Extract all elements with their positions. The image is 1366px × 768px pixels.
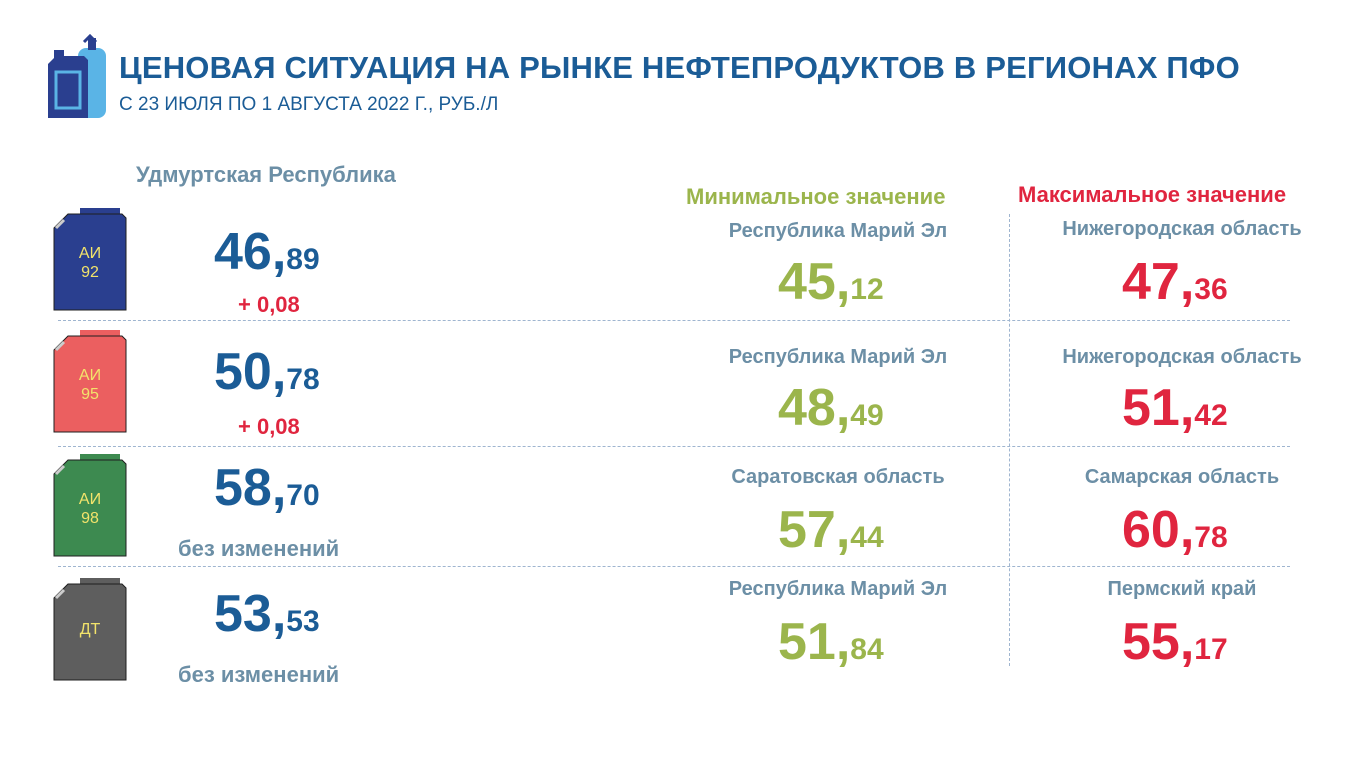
fuel-canister-icon <box>53 454 127 557</box>
price-decimal: 78 <box>286 363 320 396</box>
fuel-canister-and-gas-cylinder-icon <box>48 34 106 118</box>
max-region-name: Пермский край <box>1107 578 1257 600</box>
min-price-integer: 57 <box>778 501 836 559</box>
price-integer: 58 <box>214 459 272 517</box>
region-price: 58,70 <box>214 462 320 514</box>
region-label: Удмуртская Республика <box>136 162 396 187</box>
min-price: 51,84 <box>778 616 884 668</box>
fuel-type-line1: ДТ <box>79 621 101 638</box>
max-price-decimal: 42 <box>1194 399 1228 432</box>
max-price: 55,17 <box>1122 616 1228 668</box>
max-price: 47,36 <box>1122 256 1228 308</box>
price-change: без изменений <box>178 662 340 687</box>
min-price-separator: , <box>835 501 851 559</box>
min-price-decimal: 12 <box>850 273 884 306</box>
fuel-type-label: АИ 92 <box>54 244 126 282</box>
fuel-type-label: АИ 98 <box>54 490 126 528</box>
price-separator: , <box>271 343 287 401</box>
price-integer: 50 <box>214 343 272 401</box>
min-region-name: Республика Марий Эл <box>728 220 948 242</box>
price-integer: 46 <box>214 223 272 281</box>
fuel-canister-icon <box>53 578 127 681</box>
price-decimal: 53 <box>286 605 320 638</box>
price-decimal: 89 <box>286 243 320 276</box>
max-price-separator: , <box>1179 379 1195 437</box>
min-price-decimal: 49 <box>850 399 884 432</box>
fuel-type-label: ДТ <box>54 620 126 639</box>
fuel-canister-icon <box>53 208 127 311</box>
fuel-type-label: АИ 95 <box>54 366 126 404</box>
min-price-integer: 45 <box>778 253 836 311</box>
min-region-name: Республика Марий Эл <box>728 346 948 368</box>
page-subtitle: С 23 ИЮЛЯ ПО 1 АВГУСТА 2022 Г., РУБ./Л <box>119 94 499 115</box>
fuel-type-line1: АИ <box>78 367 102 384</box>
fuel-type-line1: АИ <box>78 245 102 262</box>
max-price: 51,42 <box>1122 382 1228 434</box>
price-integer: 53 <box>214 585 272 643</box>
min-value-header: Минимальное значение <box>686 184 946 209</box>
region-price: 53,53 <box>214 588 320 640</box>
min-price-decimal: 84 <box>850 633 884 666</box>
row-divider <box>58 320 1290 321</box>
max-value-header: Максимальное значение <box>1018 182 1287 207</box>
column-divider <box>1009 214 1010 666</box>
max-price-separator: , <box>1179 613 1195 671</box>
min-price-separator: , <box>835 613 851 671</box>
max-region-name: Самарская область <box>1084 466 1280 488</box>
min-price-decimal: 44 <box>850 521 884 554</box>
price-separator: , <box>271 223 287 281</box>
max-price-decimal: 78 <box>1194 521 1228 554</box>
max-price-integer: 60 <box>1122 501 1180 559</box>
max-price-separator: , <box>1179 501 1195 559</box>
price-change: без изменений <box>178 536 340 561</box>
price-separator: , <box>271 585 287 643</box>
price-separator: , <box>271 459 287 517</box>
max-price-integer: 47 <box>1122 253 1180 311</box>
min-price-integer: 51 <box>778 613 836 671</box>
fuel-canister-icon <box>53 330 127 433</box>
max-region-name: Нижегородская область <box>1062 218 1302 240</box>
fuel-type-line2: 92 <box>81 264 99 281</box>
page-title: ЦЕНОВАЯ СИТУАЦИЯ НА РЫНКЕ НЕФТЕПРОДУКТОВ… <box>119 50 1240 85</box>
max-price-integer: 51 <box>1122 379 1180 437</box>
region-price: 46,89 <box>214 226 320 278</box>
min-region-name: Республика Марий Эл <box>728 578 948 600</box>
min-price: 48,49 <box>778 382 884 434</box>
fuel-type-line2: 95 <box>81 386 99 403</box>
price-change: + 0,08 <box>238 292 300 317</box>
max-price-integer: 55 <box>1122 613 1180 671</box>
min-price-separator: , <box>835 379 851 437</box>
fuel-type-line1: АИ <box>78 491 102 508</box>
min-price: 57,44 <box>778 504 884 556</box>
row-divider <box>58 566 1290 567</box>
max-price: 60,78 <box>1122 504 1228 556</box>
max-price-decimal: 17 <box>1194 633 1228 666</box>
price-decimal: 70 <box>286 479 320 512</box>
fuel-type-line2: 98 <box>81 510 99 527</box>
min-price-integer: 48 <box>778 379 836 437</box>
min-price-separator: , <box>835 253 851 311</box>
row-divider <box>58 446 1290 447</box>
price-change: + 0,08 <box>238 414 300 439</box>
max-region-name: Нижегородская область <box>1062 346 1302 368</box>
min-price: 45,12 <box>778 256 884 308</box>
max-price-decimal: 36 <box>1194 273 1228 306</box>
max-price-separator: , <box>1179 253 1195 311</box>
min-region-name: Саратовская область <box>731 466 945 488</box>
region-price: 50,78 <box>214 346 320 398</box>
